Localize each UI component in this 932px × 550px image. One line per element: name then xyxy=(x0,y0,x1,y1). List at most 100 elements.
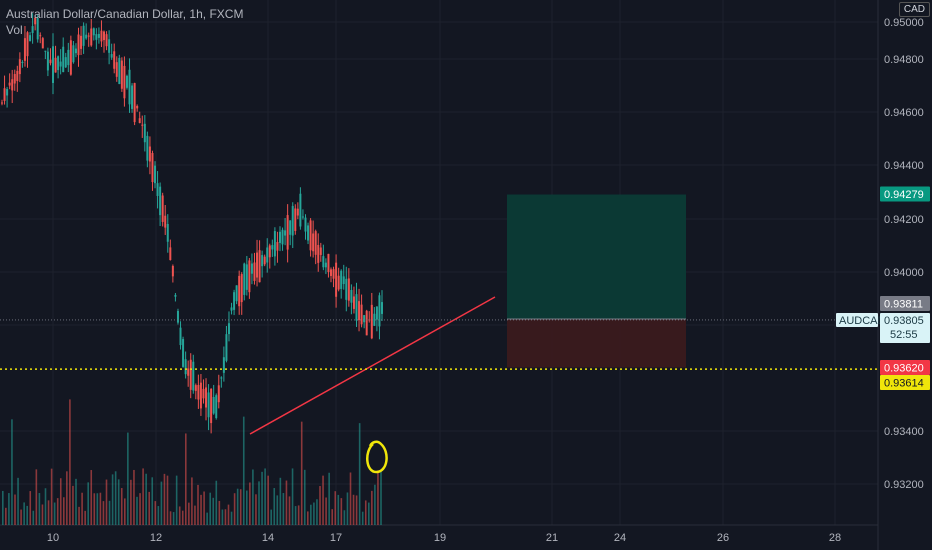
candle-body xyxy=(67,49,70,66)
candle-body xyxy=(92,28,95,36)
volume-bar xyxy=(285,480,288,525)
volume-bar xyxy=(331,509,333,525)
candle-body xyxy=(49,59,52,64)
candle-body xyxy=(217,385,220,403)
volume-bar xyxy=(236,488,239,525)
volume-bar xyxy=(307,511,309,525)
candle-body xyxy=(31,26,34,34)
candle-body xyxy=(161,195,164,222)
candle-body xyxy=(370,304,373,339)
candle-body xyxy=(97,33,100,38)
candle-body xyxy=(238,275,241,307)
volume-bar xyxy=(337,494,340,525)
candle-body xyxy=(156,183,159,196)
candle-body xyxy=(46,51,49,71)
volume-bar xyxy=(264,468,266,525)
candle-body xyxy=(314,231,317,255)
candle-body xyxy=(271,245,274,250)
candle-body xyxy=(136,105,139,109)
volume-bar xyxy=(288,496,291,525)
drawing-lines xyxy=(0,296,878,474)
volume-bar xyxy=(29,491,32,525)
volume-bar xyxy=(96,493,99,525)
volume-bar xyxy=(108,500,111,525)
candle-body xyxy=(1,102,3,104)
candle-body xyxy=(179,327,182,346)
y-tick-label: 0.93400 xyxy=(884,426,924,438)
volume-bar xyxy=(17,477,19,525)
volume-bar xyxy=(297,505,300,525)
volume-bar xyxy=(258,481,260,525)
candle-body xyxy=(52,46,55,83)
volume-bar xyxy=(20,509,22,525)
candle-body xyxy=(256,252,259,278)
volume-bar xyxy=(191,477,193,525)
volume-bar xyxy=(355,495,358,525)
candle-body xyxy=(258,250,261,283)
volume-bar xyxy=(346,492,349,525)
volume-bar xyxy=(44,488,47,525)
candle-body xyxy=(286,215,289,250)
candle-body xyxy=(342,276,345,285)
volume-bar xyxy=(303,469,306,525)
volume-bar xyxy=(66,471,68,525)
chart-grid xyxy=(0,0,879,550)
candle-body xyxy=(350,289,353,303)
candle-body xyxy=(358,301,361,321)
y-tick-label: 0.94000 xyxy=(884,267,924,279)
volume-bar xyxy=(188,502,190,525)
volume-indicator-label[interactable]: Vol xyxy=(6,23,23,37)
volume-bar xyxy=(148,491,150,525)
volume-bar xyxy=(316,499,318,525)
candle-body xyxy=(345,278,348,300)
volume-bar xyxy=(120,488,123,525)
volume-bar xyxy=(111,474,114,525)
candle-body xyxy=(103,31,106,41)
position-zones xyxy=(507,194,686,368)
symbol-title[interactable]: Australian Dollar/Canadian Dollar, 1h, F… xyxy=(6,7,244,21)
candle-body xyxy=(263,256,266,265)
currency-badge: CAD xyxy=(898,2,930,17)
volume-bar xyxy=(139,493,141,525)
candle-body xyxy=(164,215,167,228)
candle-body xyxy=(378,295,381,327)
volume-bar xyxy=(352,494,355,525)
volume-bar xyxy=(185,433,187,525)
candle-body xyxy=(23,38,26,61)
candle-body xyxy=(174,294,177,297)
candle-body xyxy=(21,62,24,64)
candle-body xyxy=(360,304,363,325)
volume-bar xyxy=(194,505,196,525)
y-tick-label: 0.94600 xyxy=(884,107,924,119)
candle-body xyxy=(133,83,136,123)
volume-bar xyxy=(32,510,35,525)
volume-bar xyxy=(14,494,16,525)
volume-bar xyxy=(90,470,93,525)
volume-bar xyxy=(130,479,132,525)
support-price-tag-bg xyxy=(880,375,930,390)
candle-body xyxy=(329,269,332,276)
volume-bar xyxy=(249,482,251,525)
volume-bar xyxy=(136,496,138,525)
candle-body xyxy=(266,247,269,263)
x-tick-label: 12 xyxy=(150,532,162,544)
candle-body xyxy=(110,54,113,58)
candle-body xyxy=(189,359,192,390)
candles xyxy=(1,13,383,434)
candle-body xyxy=(77,34,80,56)
candle-body xyxy=(212,396,215,414)
candle-body xyxy=(230,307,233,311)
y-tick-label: 0.95000 xyxy=(884,17,924,29)
volume-bar xyxy=(87,482,89,525)
candle-body xyxy=(90,28,93,46)
candle-body xyxy=(268,245,271,258)
candle-body xyxy=(36,18,39,40)
target-price-tag-bg xyxy=(880,186,930,202)
volume-bar xyxy=(56,498,59,525)
volume-bar xyxy=(23,502,25,525)
candle-body xyxy=(169,247,172,261)
candle-body xyxy=(215,395,218,419)
volume-bar xyxy=(374,484,376,525)
volume-bar xyxy=(59,478,62,525)
